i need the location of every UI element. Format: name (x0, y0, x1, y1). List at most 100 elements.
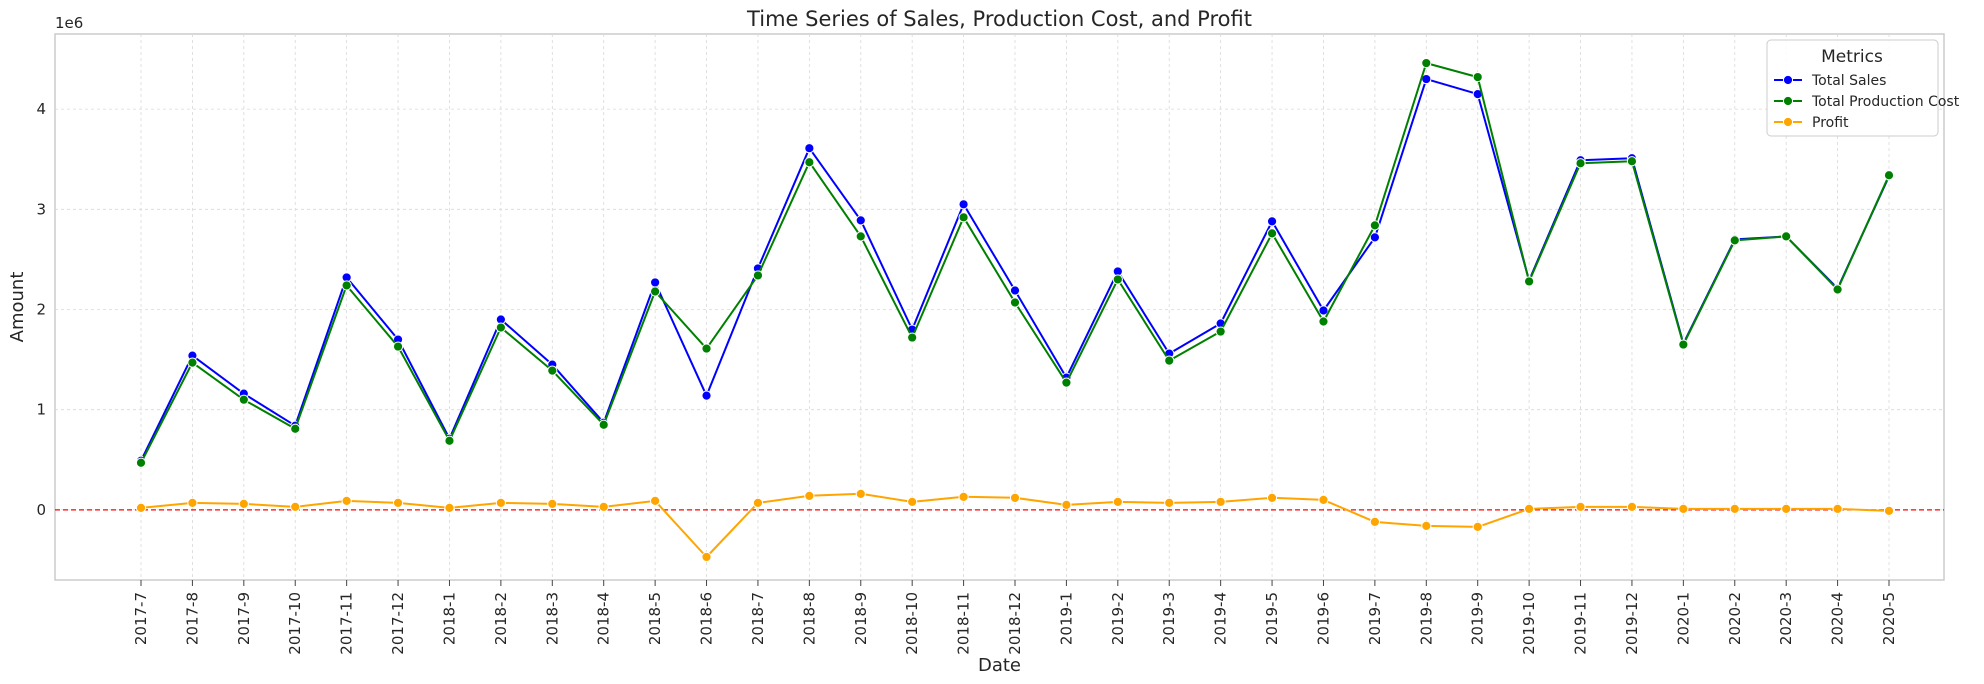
data-point-profit (1061, 499, 1072, 510)
data-point-profit (238, 498, 249, 509)
data-point-total-production-cost (444, 435, 455, 446)
data-point-total-production-cost (855, 231, 866, 242)
data-point-total-sales (701, 390, 712, 401)
data-point-profit (650, 495, 661, 506)
y-tick-label: 2 (36, 301, 46, 319)
data-point-total-production-cost (1421, 57, 1432, 69)
data-point-profit (1729, 503, 1740, 514)
legend-label: Profit (1812, 115, 1849, 131)
data-point-profit (855, 488, 866, 499)
x-tick-label: 2018-11 (955, 592, 973, 655)
data-point-total-sales (1009, 285, 1021, 296)
data-point-total-production-cost (1678, 339, 1689, 350)
data-point-profit (1575, 501, 1586, 512)
legend-marker (1782, 116, 1794, 128)
legend-item-total-sales: Total Sales (1774, 73, 1886, 89)
data-point-profit (1369, 516, 1380, 527)
legend-box (1766, 39, 1939, 137)
data-point-total-production-cost (804, 157, 815, 168)
data-point-profit (752, 497, 764, 508)
x-tick-label: 2017-10 (286, 592, 304, 655)
data-point-total-production-cost (1472, 71, 1483, 83)
data-point-total-sales (1369, 232, 1380, 243)
data-point-profit (907, 496, 918, 507)
data-point-total-production-cost (495, 322, 506, 333)
x-tick-label: 2018-5 (646, 592, 664, 645)
x-tick-label: 2019-10 (1520, 592, 1538, 655)
data-point-total-sales (650, 277, 661, 288)
data-point-total-production-cost (650, 286, 661, 297)
data-point-total-production-cost (1112, 274, 1123, 285)
data-point-profit (701, 551, 712, 563)
data-point-profit (1215, 496, 1226, 507)
data-point-total-production-cost (752, 270, 764, 281)
data-point-total-production-cost (1883, 170, 1895, 181)
x-tick-label: 2020-2 (1726, 592, 1744, 645)
x-tick-label: 2018-1 (440, 592, 458, 645)
x-tick-label: 2019-2 (1109, 592, 1127, 645)
data-point-total-sales (855, 215, 866, 226)
data-point-total-production-cost (1061, 377, 1072, 388)
data-point-profit (1883, 505, 1895, 516)
data-point-total-production-cost (1626, 156, 1638, 167)
data-point-total-production-cost (1524, 276, 1535, 287)
data-point-profit (1524, 503, 1535, 514)
data-point-total-sales (1266, 216, 1278, 227)
x-tick-label: 2017-9 (235, 592, 253, 645)
x-tick-label: 2018-10 (903, 592, 921, 655)
data-point-total-production-cost (1009, 297, 1021, 308)
data-point-profit (495, 497, 506, 508)
data-point-profit (1112, 496, 1123, 507)
series-total-production-cost (135, 57, 1895, 468)
data-point-profit (1009, 492, 1021, 503)
data-point-profit (1421, 520, 1432, 532)
series-layer (135, 57, 1895, 563)
x-tick-label: 2018-9 (852, 592, 870, 645)
legend-marker (1782, 95, 1794, 107)
data-point-profit (1781, 503, 1792, 514)
data-point-profit (804, 490, 815, 501)
x-tick-label: 2018-8 (800, 592, 818, 645)
x-tick-label: 2019-6 (1314, 592, 1332, 645)
data-point-profit (1164, 497, 1175, 508)
data-point-total-production-cost (341, 280, 352, 291)
y-axis-label: Amount (7, 272, 28, 343)
chart-title: Time Series of Sales, Production Cost, a… (746, 7, 1252, 31)
data-point-total-production-cost (1575, 158, 1586, 169)
x-tick-labels: 2017-7 2017-8 2017-9 2017-10 2017-11 2017-12 2… (132, 592, 1898, 655)
x-tick-label: 2019-3 (1160, 592, 1178, 645)
data-point-total-production-cost (547, 365, 558, 376)
x-tick-label: 2018-7 (749, 592, 767, 645)
data-point-total-production-cost (1781, 231, 1792, 242)
data-point-total-production-cost (1832, 284, 1843, 295)
data-point-total-production-cost (1369, 220, 1380, 231)
data-point-total-sales (958, 199, 969, 210)
x-tick-label: 2019-4 (1212, 592, 1230, 645)
x-tick-label: 2020-5 (1880, 592, 1898, 645)
x-tick-label: 2020-3 (1777, 592, 1795, 645)
y-tick-label: 3 (36, 200, 46, 218)
legend-item-profit: Profit (1774, 115, 1849, 131)
x-tick-label: 2019-11 (1572, 592, 1590, 655)
data-point-profit (187, 497, 198, 508)
data-point-profit (1678, 503, 1689, 514)
y-tick-labels: 0 1 2 3 4 (36, 100, 46, 519)
x-tick-label: 2018-12 (1006, 592, 1024, 655)
legend: Metrics Total Sales Total Production Cost… (1766, 39, 1960, 137)
data-point-total-sales (804, 143, 815, 154)
data-point-total-production-cost (1318, 316, 1329, 327)
data-point-total-production-cost (1729, 235, 1740, 246)
legend-label: Total Production Cost (1811, 94, 1960, 110)
y-offset-label: 1e6 (55, 14, 83, 32)
data-point-profit (1472, 521, 1483, 533)
x-tick-label: 2018-2 (492, 592, 510, 645)
data-point-profit (392, 497, 404, 508)
x-tick-label: 2019-1 (1057, 592, 1075, 645)
data-point-profit (1266, 492, 1278, 503)
data-point-total-production-cost (290, 423, 301, 434)
data-point-profit (958, 491, 969, 502)
x-tick-label: 2019-12 (1623, 592, 1641, 655)
legend-label: Total Sales (1811, 73, 1886, 89)
data-point-profit (135, 502, 147, 513)
data-point-total-production-cost (598, 419, 609, 430)
